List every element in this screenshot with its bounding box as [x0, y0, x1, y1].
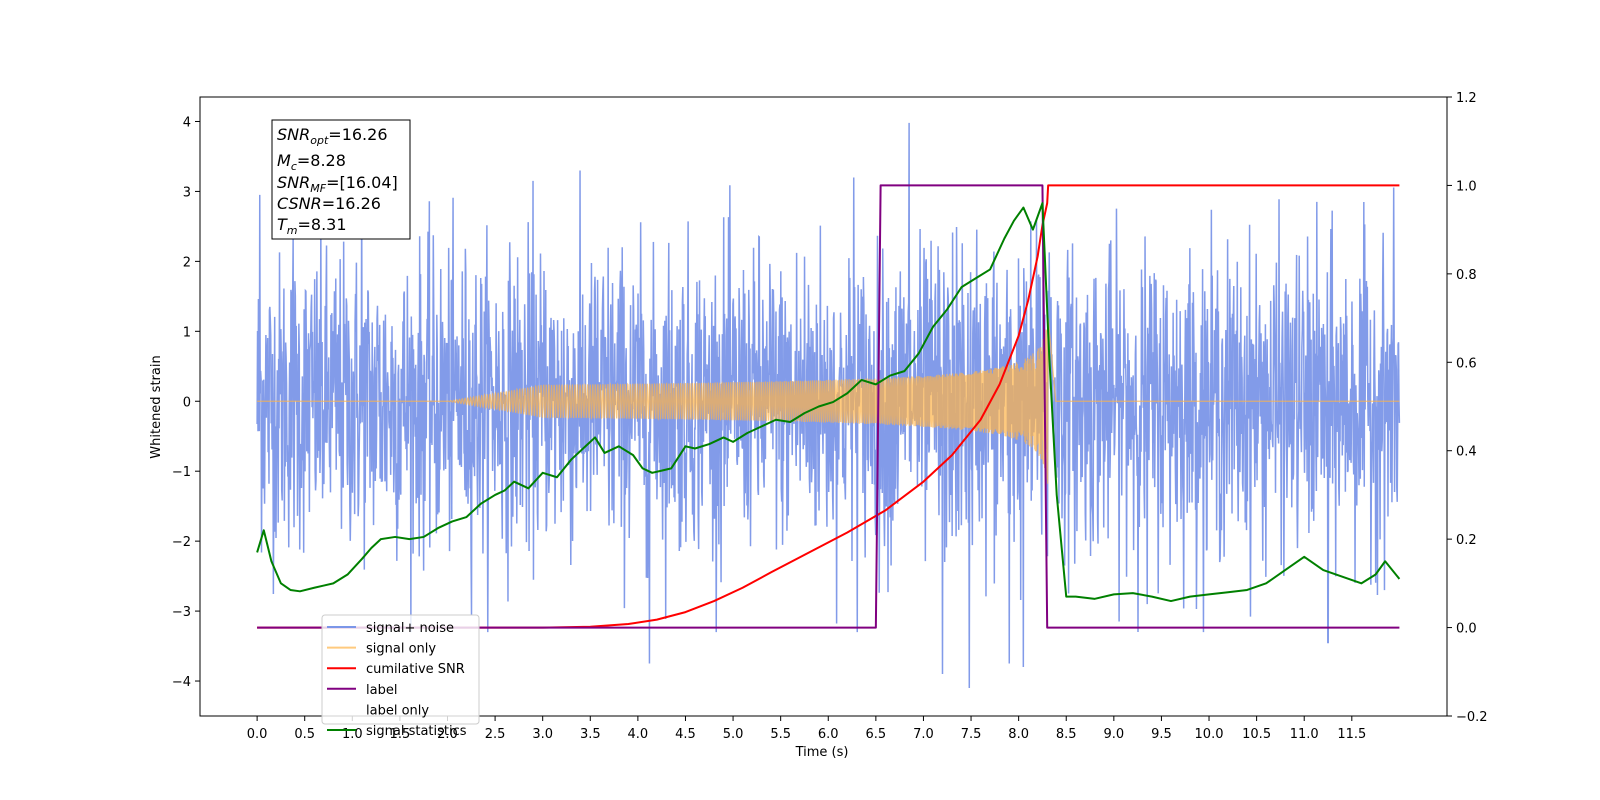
series-signal-only — [257, 317, 1400, 484]
x-tick-label: 5.5 — [770, 727, 791, 742]
y-left-tick-label: −2 — [172, 535, 191, 550]
x-tick-label: 9.0 — [1103, 727, 1124, 742]
y-left-tick-label: 3 — [183, 185, 191, 200]
y-left-tick-label: −3 — [172, 605, 191, 620]
y-right-tick-label: 1.0 — [1456, 179, 1477, 194]
y-right-tick-label: 0.8 — [1456, 268, 1477, 283]
x-tick-label: 3.5 — [580, 727, 601, 742]
legend-label: signal only — [366, 642, 436, 657]
series-cumulative-snr — [257, 184, 1400, 629]
y-right-tick-label: 0.2 — [1456, 533, 1477, 548]
y-right-tick-label: 1.2 — [1456, 91, 1477, 106]
annotation-frame — [271, 119, 411, 240]
annotation-box: SNRopt=16.26 Mc=8.28SNRMF=[16.04]CSNR=16.… — [271, 119, 411, 240]
y-right-tick-label: 0.0 — [1456, 622, 1477, 637]
y-left-tick-label: 4 — [183, 115, 191, 130]
x-tick-label: 6.5 — [866, 727, 887, 742]
x-axis-title: Time (s) — [795, 745, 849, 760]
x-tick-label: 9.5 — [1151, 727, 1172, 742]
x-tick-label: 0.5 — [294, 727, 315, 742]
annotation-line: Mc=8.28 — [277, 151, 346, 173]
y-left-tick-label: 0 — [183, 395, 191, 410]
x-tick-label: 10.0 — [1195, 727, 1224, 742]
annotation-line: SNRMF=[16.04] — [277, 173, 398, 195]
x-tick-label: 10.5 — [1242, 727, 1271, 742]
series-label — [257, 184, 1400, 629]
x-tick-label: 7.5 — [961, 727, 982, 742]
x-tick-label: 8.5 — [1056, 727, 1077, 742]
y-left-tick-label: 1 — [183, 325, 191, 340]
x-tick-label: 2.5 — [485, 727, 506, 742]
y-right-tick-label: 0.4 — [1456, 445, 1477, 460]
x-tick-label: 3.0 — [532, 727, 553, 742]
x-tick-label: 11.5 — [1337, 727, 1366, 742]
y-right-tick-label: 0.6 — [1456, 356, 1477, 371]
y-axis-title: Whitened strain — [149, 355, 164, 458]
x-tick-label: 7.0 — [913, 727, 934, 742]
legend-label: cumilative SNR — [366, 662, 465, 677]
x-tick-label: 2.0 — [437, 727, 458, 742]
x-tick-label: 4.5 — [675, 727, 696, 742]
legend-label: label — [366, 683, 397, 698]
x-tick-label: 8.0 — [1008, 727, 1029, 742]
x-tick-label: 4.0 — [628, 727, 649, 742]
x-tick-label: 5.0 — [723, 727, 744, 742]
plot-frame — [199, 96, 1448, 717]
y-right-tick-label: −0.2 — [1456, 710, 1488, 725]
y-left-tick-label: 2 — [183, 255, 191, 270]
x-tick-label: 6.0 — [818, 727, 839, 742]
legend-label: signal+ noise — [366, 621, 454, 636]
annotation-line: SNRopt=16.26 — [277, 125, 388, 147]
legend: signal+ noise signal only cumilative SNR la… — [321, 614, 480, 739]
x-tick-label: 11.0 — [1290, 727, 1319, 742]
x-tick-label: 0.0 — [247, 727, 268, 742]
y-left-tick-label: −4 — [172, 675, 191, 690]
legend-label: signal statistics — [366, 724, 467, 739]
series-signal-statistics — [256, 202, 1401, 603]
x-tick-label: 1.5 — [390, 727, 411, 742]
annotation-line: Tm=8.31 — [277, 215, 347, 237]
legend-frame — [321, 614, 480, 725]
y-left-tick-label: −1 — [172, 465, 191, 480]
annotation-line: CSNR=16.26 — [277, 194, 381, 213]
legend-label: label only — [366, 703, 429, 718]
